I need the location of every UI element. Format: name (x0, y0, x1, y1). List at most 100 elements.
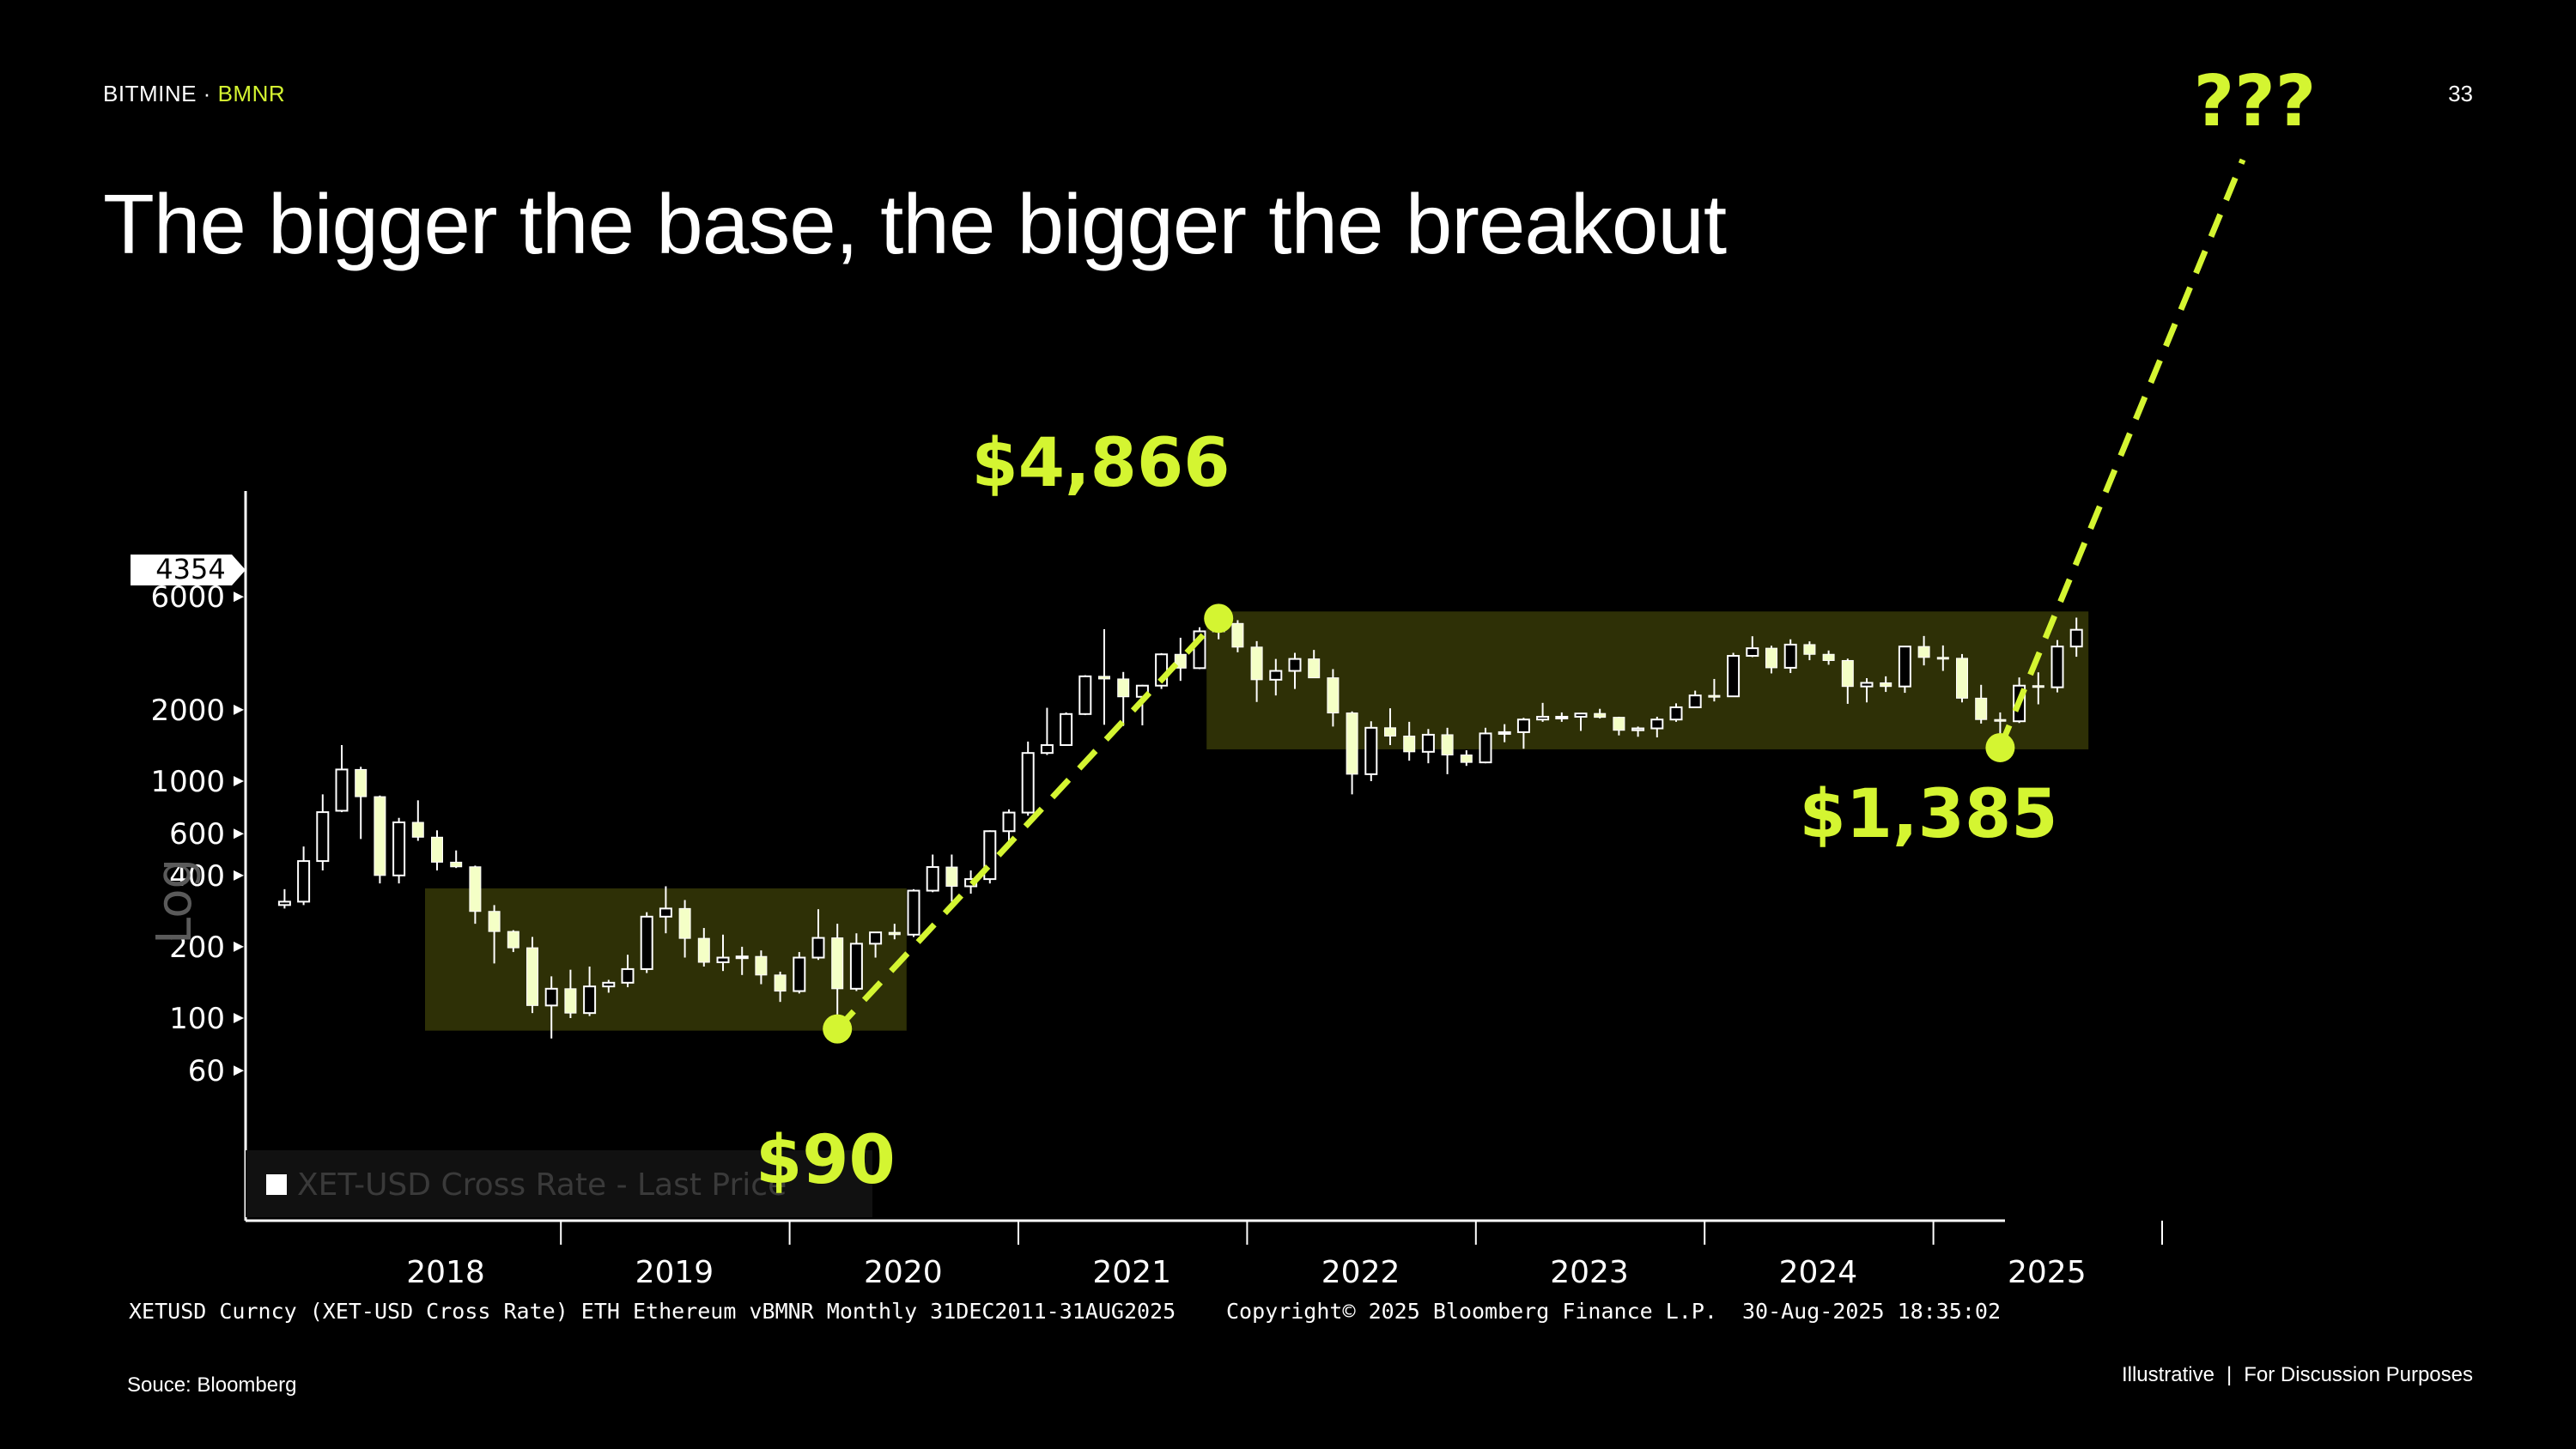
footer-disclaimer: Illustrative | For Discussion Purposes (2122, 1363, 2473, 1387)
highlight-dots (823, 603, 2015, 1044)
candle (411, 800, 424, 841)
candle-body (1783, 643, 1797, 669)
candle (621, 955, 635, 988)
candle-body (2069, 628, 2083, 648)
candle (507, 930, 519, 953)
candle-body (1403, 735, 1416, 753)
candle (583, 966, 597, 1016)
candle (1516, 718, 1530, 749)
candle (1650, 716, 1664, 738)
y-tick-mark (234, 1013, 244, 1023)
candle-body (774, 974, 787, 992)
candle (1117, 671, 1130, 726)
footer-illustrative: Illustrative (2121, 1363, 2215, 1386)
y-tick-label: 60 (188, 1054, 225, 1088)
candle (1269, 658, 1283, 696)
candle-body (1975, 697, 1988, 720)
candle-body (678, 907, 691, 939)
x-tick-label: 2024 (1779, 1255, 1858, 1290)
candle (1803, 641, 1816, 661)
candle-body (1860, 682, 1874, 688)
candle-body (1327, 677, 1340, 714)
y-axis-label: Log (147, 858, 203, 944)
candle (297, 846, 311, 906)
candle (1555, 712, 1569, 722)
candle-body (1441, 734, 1454, 755)
y-tick-label: 100 (169, 1002, 225, 1036)
footer-divider: | (2227, 1363, 2233, 1386)
candle (1669, 703, 1683, 722)
y-tick-mark (234, 1065, 244, 1076)
candle-body (1669, 706, 1683, 721)
candle-body (1765, 647, 1777, 669)
candle-body (1364, 726, 1378, 775)
candle-body (1880, 682, 1893, 688)
x-tick-label: 2022 (1321, 1255, 1400, 1290)
candle-body (1841, 659, 1854, 688)
low-2018-callout: $90 (756, 1122, 896, 1199)
candle (1288, 652, 1302, 689)
candle-body (2032, 685, 2044, 688)
candle-body (1078, 675, 1092, 715)
candle-body (1746, 647, 1759, 658)
candle (1783, 639, 1797, 674)
candle-body (564, 988, 577, 1014)
candle-body (1688, 694, 1702, 708)
brand-name: BITMINE (103, 81, 197, 106)
candle-body (374, 796, 386, 876)
candle-body (1536, 715, 1550, 721)
candle-body (1117, 678, 1130, 698)
candle-body (1898, 646, 1911, 688)
last-price-label: 4354 (155, 553, 225, 585)
candle-body (1040, 743, 1054, 755)
candle (793, 952, 806, 994)
candle-body (1594, 712, 1607, 718)
brand-separator: · (196, 81, 218, 106)
candle (1574, 712, 1588, 731)
candle (1841, 658, 1854, 704)
candle (945, 854, 958, 902)
candle-body (488, 911, 501, 932)
footnote-left: XETUSD Curncy (XET-USD Cross Rate) ETH E… (129, 1299, 1176, 1324)
candle-body (602, 981, 616, 988)
low-2025-callout: $1,385 (1800, 776, 2058, 853)
y-tick-mark (234, 870, 244, 881)
candle-body (544, 987, 558, 1007)
y-tick-label: 6000 (150, 580, 225, 615)
candle (1479, 727, 1492, 764)
candle-body (1574, 712, 1588, 718)
slide-title: The bigger the base, the bigger the brea… (103, 177, 1727, 271)
candle (1631, 726, 1645, 737)
peak-callout: $4,866 (972, 425, 1230, 502)
candle-body (316, 811, 330, 863)
candle (640, 912, 653, 973)
candle (1594, 708, 1607, 718)
candle (1193, 627, 1206, 670)
candle-body (507, 931, 519, 949)
x-tick-label: 2020 (864, 1255, 943, 1290)
candle-body (1516, 718, 1530, 733)
candle (1460, 750, 1473, 767)
candle-body (1822, 653, 1835, 661)
x-tick-label: 2023 (1550, 1255, 1629, 1290)
y-tick-label: 600 (169, 817, 225, 852)
candle (1860, 678, 1874, 703)
highlight-dot-3 (1985, 732, 2015, 762)
candle (907, 888, 920, 937)
candle-body (277, 900, 291, 906)
candle-body (1060, 712, 1073, 746)
candle (2069, 617, 2083, 658)
candle (1536, 702, 1550, 722)
candle-body (1936, 657, 1949, 660)
x-tick-label: 2019 (635, 1255, 714, 1290)
candle (526, 937, 538, 1014)
candle-body (1650, 718, 1664, 730)
candle (983, 830, 997, 884)
candle (1727, 652, 1741, 698)
y-tick-mark (234, 591, 244, 603)
highlight-dot-2 (1204, 603, 1234, 634)
y-tick-mark (234, 776, 244, 786)
footer-discussion: For Discussion Purposes (2244, 1363, 2473, 1386)
candle-body (1308, 658, 1321, 679)
candle (1403, 721, 1416, 761)
